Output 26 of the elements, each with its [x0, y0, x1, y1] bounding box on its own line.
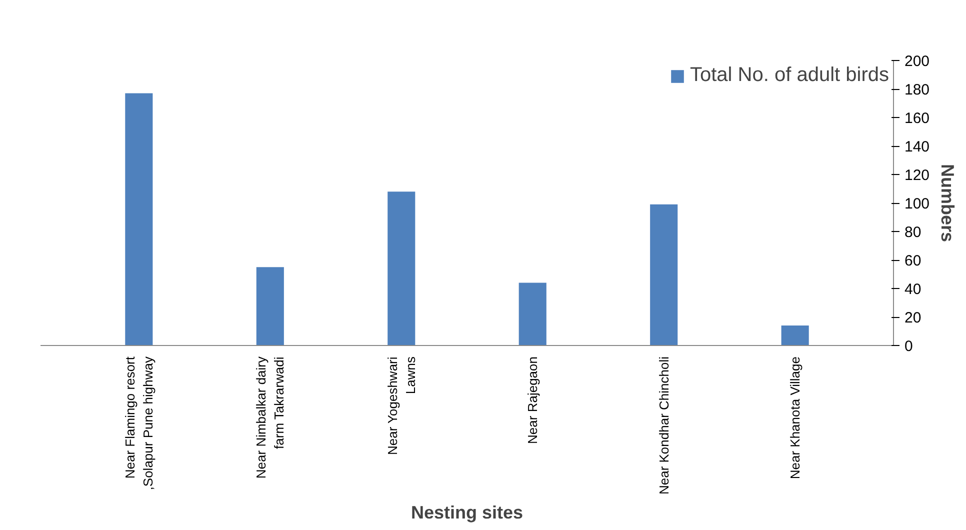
y-tick-label: 140: [904, 138, 930, 156]
bar: [256, 267, 284, 346]
y-tick-label: 20: [904, 310, 922, 326]
y-tick-label: 120: [904, 167, 930, 184]
x-tick-label: Near Rajegaon: [525, 356, 540, 444]
x-tick-label: Near Yogeshwari Lawns: [384, 356, 418, 456]
x-tick-label: Near Kondhar Chincholi: [656, 356, 672, 495]
x-tick-label: Near Khanota Village: [788, 356, 803, 480]
y-tick-label: 160: [904, 110, 930, 127]
y-tick-label: 60: [904, 252, 922, 270]
x-axis-title: Nesting sites: [410, 502, 524, 523]
legend-label: Total No. of adult birds: [690, 64, 889, 87]
x-tick-label: Near Flamingo resort ,Solapur Pune highway: [122, 356, 156, 490]
x-tick-label: Near Nimbalkar dairy farm Takrarwadi: [254, 356, 287, 479]
y-axis-title: Numbers: [938, 164, 958, 242]
bar: [650, 204, 678, 346]
y-tick-label: 0: [904, 338, 913, 355]
y-tick-label: 80: [904, 224, 922, 241]
y-tick-label: 180: [904, 82, 930, 98]
bar: [518, 282, 546, 346]
y-tick-label: 200: [904, 53, 930, 70]
bar: [125, 93, 153, 346]
y-tick-label: 40: [904, 281, 922, 298]
bar: [388, 192, 416, 346]
y-tick-label: 100: [904, 196, 930, 212]
bar: [781, 326, 809, 346]
